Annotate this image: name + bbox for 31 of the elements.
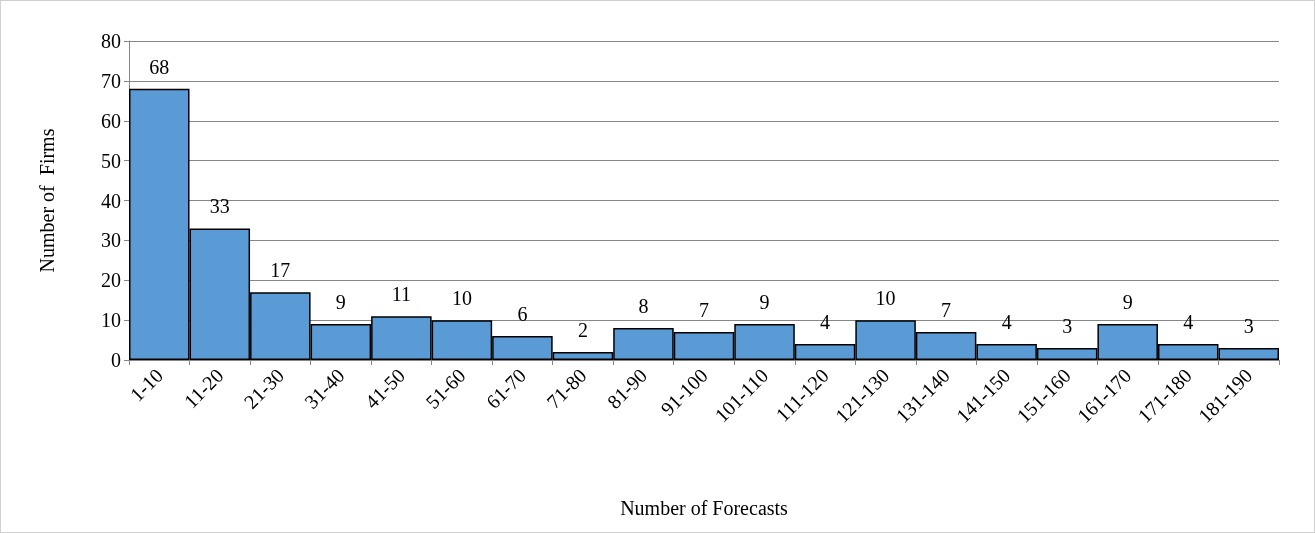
data-label: 6 [517, 303, 528, 326]
y-tick-label: 30 [101, 229, 121, 252]
data-label: 4 [1183, 311, 1194, 334]
x-axis-title: Number of Forecasts [620, 497, 789, 519]
data-label: 4 [820, 311, 831, 334]
data-label: 9 [1122, 291, 1133, 314]
y-tick-label: 0 [111, 349, 121, 371]
x-tick-label: 1-10 [125, 364, 168, 406]
y-tick-label: 70 [101, 69, 121, 92]
data-label: 7 [941, 299, 952, 322]
y-tick-label: 10 [101, 309, 121, 332]
data-label: 68 [149, 55, 170, 78]
data-label: 9 [759, 291, 770, 314]
data-label: 9 [335, 291, 346, 314]
data-label: 3 [1062, 315, 1073, 338]
y-tick-label: 60 [101, 109, 121, 132]
data-label: 33 [209, 195, 230, 218]
data-label: 4 [1001, 311, 1012, 334]
data-label: 10 [451, 287, 472, 310]
data-label: 2 [577, 319, 588, 342]
data-label: 17 [270, 259, 291, 282]
y-tick-label: 80 [101, 30, 121, 52]
data-label: 10 [875, 287, 896, 310]
data-label: 8 [638, 295, 649, 318]
y-tick-label: 40 [101, 189, 121, 212]
y-tick-label: 50 [101, 149, 121, 172]
data-label: 11 [391, 283, 411, 306]
data-label: 3 [1243, 315, 1254, 338]
y-axis-title: Number of Firms [36, 128, 58, 273]
y-tick-label: 20 [101, 269, 121, 292]
data-label: 7 [699, 299, 709, 322]
